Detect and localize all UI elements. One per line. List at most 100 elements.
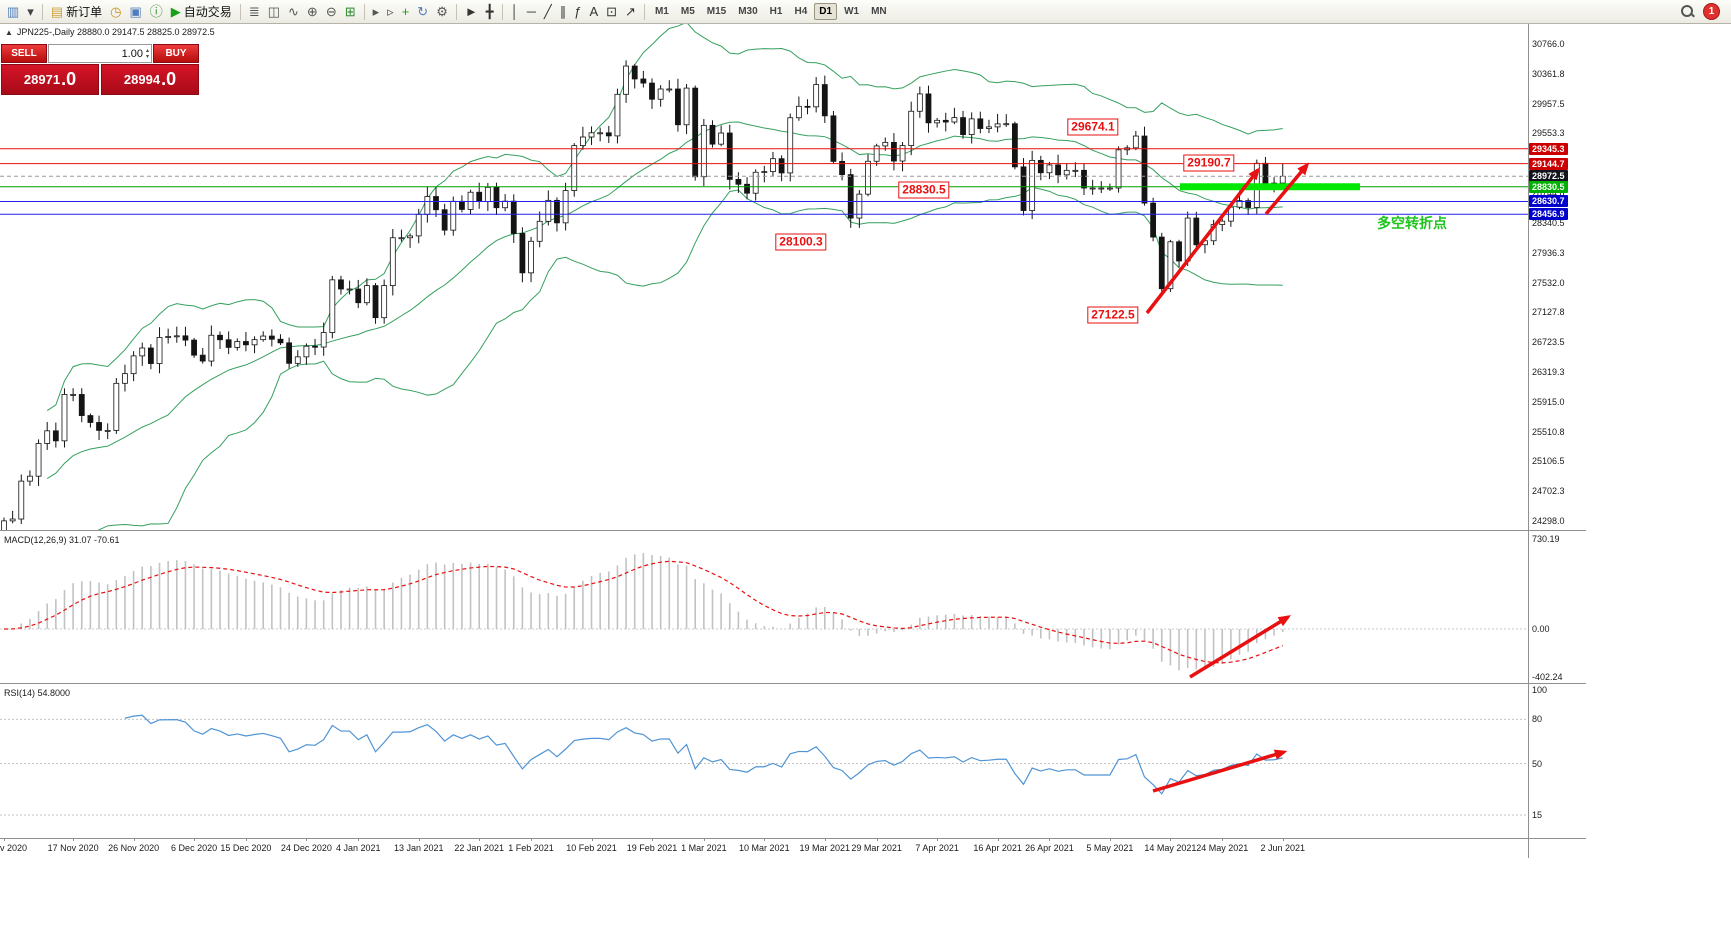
price-annotation[interactable]: 28830.5 [898,181,950,199]
volume-spinner[interactable]: ▴ ▾ [146,48,149,60]
price-axis-tick: 28744.8 [1532,188,1565,199]
channel-button[interactable]: ∥ [556,1,571,23]
zoom-out-button[interactable]: ⊖ [322,1,341,23]
price-axis-tick: 30766.0 [1532,39,1565,49]
horizontal-line-button[interactable]: ─ [523,1,540,23]
price-tag: 28830.5 [1529,180,1568,193]
date-axis-mark [73,838,75,841]
date-axis-mark [1282,838,1284,841]
trend-arrow[interactable] [1152,749,1288,793]
date-axis-label: 13 Jan 2021 [393,843,444,853]
date-axis-label: 29 Mar 2021 [851,843,902,853]
price-annotation[interactable]: 27122.5 [1087,306,1139,324]
timeframe-h1-button[interactable]: H1 [769,6,783,17]
period-cycle-button[interactable]: ↻ [413,1,432,23]
text-button[interactable]: A [585,1,602,23]
date-axis-label: 5 May 2021 [1086,843,1134,853]
trend-arrow[interactable] [1189,615,1291,679]
info-button[interactable]: ⓘ [146,1,167,23]
new-order-button[interactable]: ▤ 新订单 [47,1,106,23]
crosshair-button[interactable]: ╋ [482,1,498,23]
support-band[interactable] [1180,183,1360,191]
rsi-panel[interactable] [0,685,1528,838]
price-axis-border [1528,24,1529,858]
date-axis-mark [531,838,533,841]
arrows-icon: ↗ [625,3,636,19]
line-chart-button[interactable]: ∿ [284,1,303,23]
timeframe-m15-button[interactable]: M15 [706,6,727,17]
zoom-in-icon: ⊕ [306,3,318,19]
auto-trading-button[interactable]: ▶ 自动交易 [167,1,236,23]
fibonacci-button[interactable]: ƒ [570,1,585,23]
date-axis-label: 10 Feb 2021 [566,843,617,853]
sell-button[interactable]: SELL [1,44,47,63]
date-axis-mark [358,838,360,841]
spinner-down-icon[interactable]: ▾ [145,53,149,60]
accounts-button[interactable]: ▣ [125,1,145,23]
bar-chart-button[interactable]: ≣ [245,1,264,23]
spinner-up-icon[interactable]: ▴ [145,47,149,54]
auto-trading-icon: ▶ [170,3,181,19]
candlestick-chart-button[interactable]: ◫ [264,1,284,23]
price-annotation[interactable]: 29674.1 [1067,118,1119,136]
date-axis-mark [703,838,705,841]
timeframe-m1-button[interactable]: M1 [654,6,669,17]
panel-separator[interactable] [0,683,1586,684]
date-axis-mark [937,838,939,841]
timeframe-mn-button[interactable]: MN [871,6,887,17]
tile-windows-button[interactable]: ⊞ [341,1,360,23]
volume-input[interactable]: 1.00 ▴ ▾ [48,44,152,63]
volume-value[interactable]: 1.00 [121,47,143,60]
chart-shift-button[interactable]: ▹ [383,1,398,23]
sell-price-button[interactable]: 28971 .0 [1,64,99,95]
fibonacci-icon: ƒ [574,3,582,19]
timeframe-m5-button[interactable]: M5 [680,6,695,17]
indicators-button[interactable]: + [398,1,414,23]
price-chart-panel[interactable] [0,24,1528,530]
history-center-button[interactable]: ◷ [106,1,125,23]
timeframe-d1-button[interactable]: D1 [814,3,838,20]
macd-panel[interactable] [0,532,1528,683]
collapse-panel-icon[interactable]: ▲ [5,27,13,37]
chart-properties-button[interactable]: ⚙ [432,1,452,23]
arrows-button[interactable]: ↗ [621,1,640,23]
date-axis-mark [1222,838,1224,841]
buy-price-button[interactable]: 28994 .0 [101,64,199,95]
toolbar: ▥ ▾ ▤ 新订单 ◷ ▣ ⓘ ▶ 自动交易 ≣ ◫ ∿ ⊕ ⊖ ⊞ ▸ ▹ + ↻ ⚙ ► ╋ │ ─ ╱ ∥ ƒ A ⊡ ↗ M1 M5… [0,0,1731,24]
indicators-icon: + [401,3,410,19]
panel-separator[interactable] [0,530,1586,531]
date-axis-label: 2 Jun 2021 [1260,843,1305,853]
date-axis-mark [591,838,593,841]
trend-arrow[interactable] [1145,167,1261,315]
price-annotation[interactable]: 28100.3 [775,233,827,251]
auto-scroll-button[interactable]: ▸ [369,1,384,23]
vertical-line-button[interactable]: │ [507,1,523,23]
trendline-icon: ╱ [543,3,552,19]
timeframe-m30-button[interactable]: M30 [738,6,758,17]
trend-arrow[interactable] [1264,162,1310,216]
date-axis-label: 1 Feb 2021 [508,843,554,853]
new-chart-button[interactable]: ▥ [3,1,23,23]
price-axis-tick: 29553.3 [1532,128,1565,139]
buy-button[interactable]: BUY [153,44,199,63]
bar-chart-icon: ≣ [248,3,260,19]
search-icon[interactable] [1681,4,1695,19]
notifications-badge[interactable]: 1 [1703,3,1720,20]
chart-list-dropdown-button[interactable]: ▾ [23,1,38,23]
toolbar-icon-group: ▥ ▾ ▤ 新订单 ◷ ▣ ⓘ ▶ 自动交易 ≣ ◫ ∿ ⊕ ⊖ ⊞ ▸ ▹ + ↻ ⚙ ► ╋ │ ─ ╱ ∥ ƒ A ⊡ ↗ [3,0,649,24]
toolbar-right-group: 1 [1681,3,1728,20]
text-label-button[interactable]: ⊡ [602,1,621,23]
date-axis-label: 26 Apr 2021 [1025,843,1074,853]
date-axis-mark [824,838,826,841]
cursor-button[interactable]: ► [461,1,482,23]
chart-properties-icon: ⚙ [436,3,448,19]
timeframe-h4-button[interactable]: H4 [794,6,808,17]
zoom-in-button[interactable]: ⊕ [303,1,322,23]
chart-note-text[interactable]: 多空转折点 [1377,215,1447,231]
date-axis-label: 7 Apr 2021 [915,843,959,853]
trendline-button[interactable]: ╱ [540,1,556,23]
timeframe-w1-button[interactable]: W1 [844,6,860,17]
price-annotation[interactable]: 29190.7 [1183,154,1235,172]
macd-indicator-label: MACD(12,26,9) 31.07 -70.61 [4,535,120,545]
